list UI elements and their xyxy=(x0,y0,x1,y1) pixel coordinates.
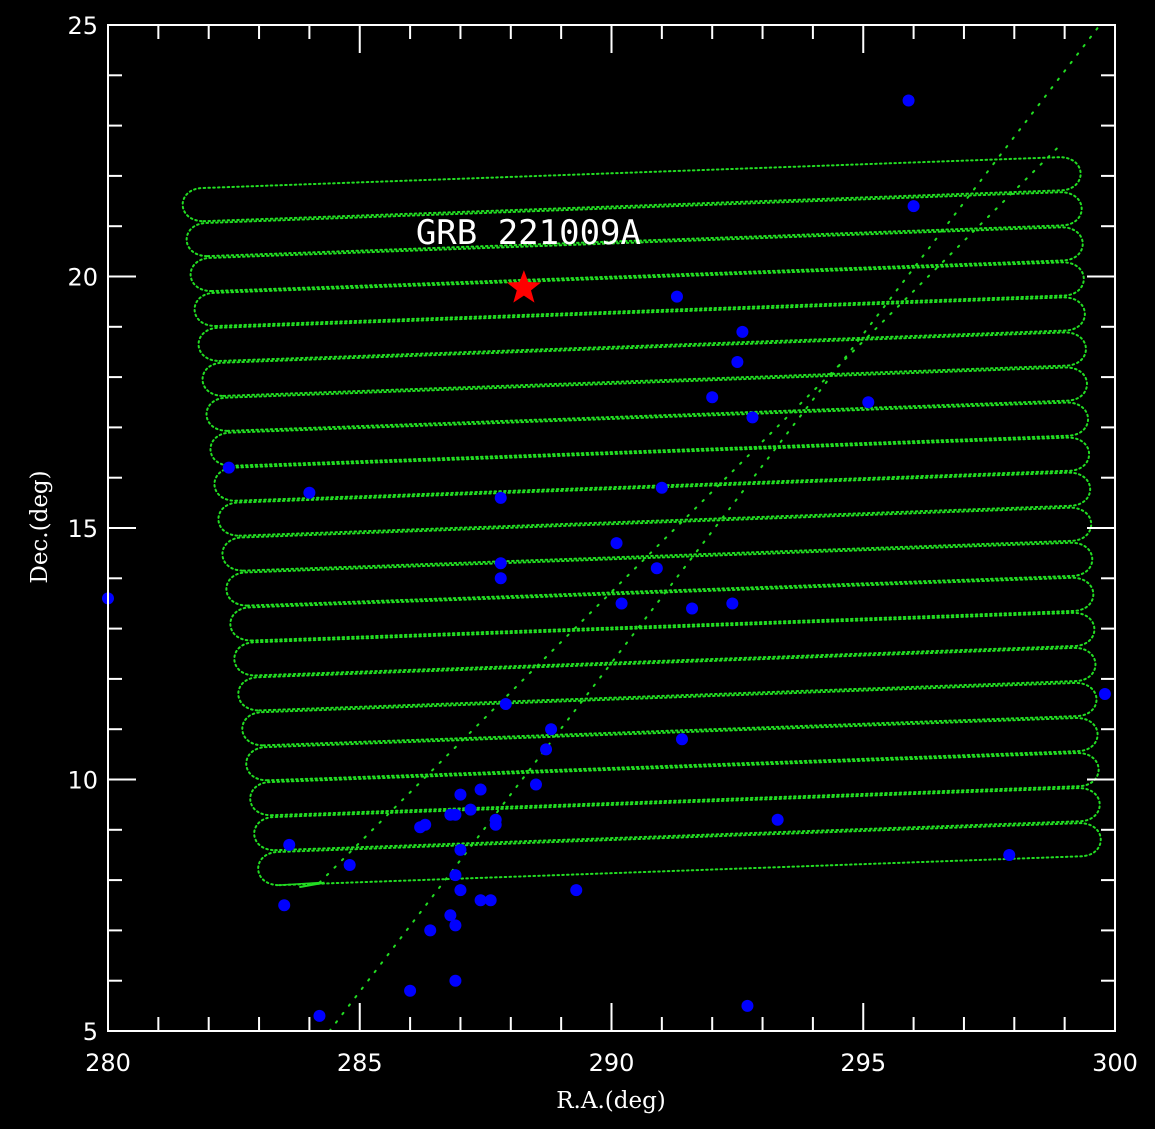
tick-labels: 280 285 290 295 300 5 10 15 20 25 xyxy=(67,12,1137,1077)
diagonal-track-2 xyxy=(318,144,1061,884)
x-tick-label: 280 xyxy=(85,1049,131,1077)
source-point xyxy=(706,391,719,404)
source-point xyxy=(650,562,663,575)
source-point xyxy=(1003,848,1016,861)
scan-raster-loops xyxy=(181,156,1102,887)
diagonal-track-1 xyxy=(328,24,1101,1032)
source-point xyxy=(907,200,920,213)
y-tick-label: 15 xyxy=(67,515,98,543)
source-point xyxy=(454,843,467,856)
source-point xyxy=(736,325,749,338)
source-point xyxy=(540,743,553,756)
source-point xyxy=(655,481,668,494)
source-point xyxy=(343,859,356,872)
source-point xyxy=(1098,687,1111,700)
x-tick-label: 285 xyxy=(337,1049,383,1077)
source-point xyxy=(741,999,754,1012)
source-point xyxy=(283,838,296,851)
x-tick-label: 295 xyxy=(840,1049,886,1077)
source-point xyxy=(278,899,291,912)
source-point xyxy=(529,778,542,791)
source-point xyxy=(464,803,477,816)
source-point xyxy=(610,537,623,550)
source-point xyxy=(303,486,316,499)
source-point xyxy=(494,557,507,570)
source-point xyxy=(902,94,915,107)
source-point xyxy=(449,974,462,987)
grb-annotation: GRB 221009A xyxy=(416,213,641,253)
axis-ticks xyxy=(107,24,1116,1032)
source-point xyxy=(449,869,462,882)
source-point xyxy=(489,818,502,831)
source-point xyxy=(454,884,467,897)
y-tick-label: 10 xyxy=(67,767,98,795)
scan-path xyxy=(181,24,1102,1032)
x-tick-label: 290 xyxy=(589,1049,635,1077)
source-point xyxy=(686,602,699,615)
source-point xyxy=(444,909,457,922)
x-tick-label: 300 xyxy=(1092,1049,1138,1077)
source-point xyxy=(494,491,507,504)
source-point xyxy=(545,723,558,736)
source-point xyxy=(449,919,462,932)
source-point xyxy=(670,290,683,303)
y-tick-label: 20 xyxy=(67,264,98,292)
source-point xyxy=(731,356,744,369)
source-point xyxy=(313,1009,326,1022)
source-point xyxy=(494,572,507,585)
grb-star-marker xyxy=(506,270,541,303)
source-point xyxy=(444,808,457,821)
source-point xyxy=(862,396,875,409)
source-point xyxy=(222,461,235,474)
source-point xyxy=(404,984,417,997)
source-point xyxy=(615,597,628,610)
source-point xyxy=(454,788,467,801)
source-point xyxy=(746,411,759,424)
source-point xyxy=(414,821,427,834)
source-point xyxy=(771,813,784,826)
y-tick-label: 5 xyxy=(83,1018,98,1046)
source-point xyxy=(474,894,487,907)
y-tick-label: 25 xyxy=(67,12,98,40)
entry-line xyxy=(299,881,325,889)
source-point xyxy=(424,924,437,937)
source-point xyxy=(675,733,688,746)
source-point xyxy=(570,884,583,897)
source-point xyxy=(726,597,739,610)
source-point xyxy=(484,894,497,907)
source-point xyxy=(499,698,512,711)
x-axis-title: R.A.(deg) xyxy=(556,1088,666,1114)
y-axis-title: Dec.(deg) xyxy=(27,470,53,583)
entry-link xyxy=(279,881,320,886)
source-points xyxy=(102,94,1111,1022)
source-point xyxy=(474,783,487,796)
